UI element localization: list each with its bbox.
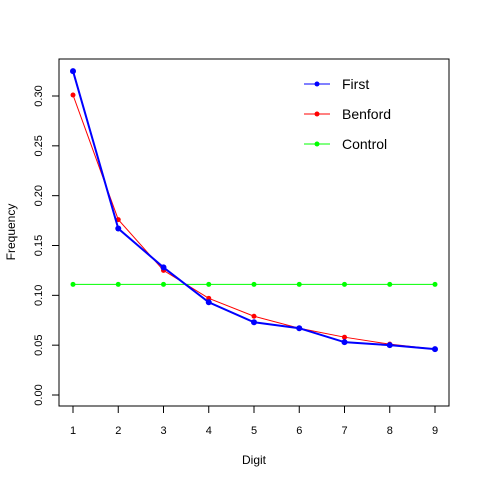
y-tick-label: 0.25 [33, 135, 45, 156]
data-point-control [115, 281, 121, 287]
data-point-control [387, 281, 393, 287]
data-point-first [341, 339, 348, 346]
data-point-control [251, 281, 257, 287]
data-point-control [296, 281, 302, 287]
x-tick-label: 7 [341, 425, 347, 437]
legend-marker-benford [314, 111, 320, 117]
legend-marker-control [314, 141, 320, 147]
y-tick-label: 0.15 [33, 235, 45, 256]
x-tick-label: 5 [251, 425, 257, 437]
legend-marker-first [314, 81, 320, 87]
data-point-first [386, 342, 393, 349]
data-point-first [70, 68, 76, 75]
legend-label-control: Control [342, 136, 387, 152]
legend: First Benford Control [304, 76, 391, 152]
data-point-first [115, 225, 122, 232]
x-axis-title: Digit [242, 453, 267, 467]
y-axis: 0.00 0.05 0.10 0.15 0.20 0.25 0.30 [33, 85, 60, 406]
legend-label-first: First [342, 76, 369, 92]
data-point-control [70, 281, 76, 287]
data-point-benford [70, 92, 76, 98]
data-point-first [205, 299, 212, 306]
y-tick-label: 0.20 [33, 185, 45, 206]
x-tick-label: 9 [432, 425, 438, 437]
data-point-control [161, 281, 166, 287]
data-point-benford [251, 313, 257, 319]
x-tick-label: 1 [70, 425, 76, 437]
data-point-benford [206, 295, 212, 301]
series-line-benford [72, 94, 436, 350]
data-point-control [342, 281, 347, 287]
data-point-first [296, 325, 303, 332]
x-tick-label: 2 [115, 425, 121, 437]
data-point-control [206, 281, 212, 287]
data-point-benford [342, 334, 347, 340]
x-tick-label: 3 [160, 425, 166, 437]
data-point-first [251, 319, 257, 326]
x-tick-label: 6 [296, 425, 302, 437]
data-point-control [432, 281, 438, 287]
x-tick-label: 4 [206, 425, 212, 437]
x-tick-label: 8 [387, 425, 393, 437]
y-tick-label: 0.00 [33, 384, 45, 405]
data-point-first [160, 264, 167, 271]
y-axis-title: Frequency [4, 204, 18, 261]
y-tick-label: 0.10 [33, 285, 45, 306]
y-tick-label: 0.30 [33, 85, 45, 106]
legend-label-benford: Benford [342, 106, 391, 122]
y-tick-label: 0.05 [33, 334, 45, 355]
x-axis: 1 2 3 4 5 6 7 8 9 [70, 405, 438, 437]
series-layer [70, 68, 438, 353]
data-point-first [432, 346, 438, 353]
